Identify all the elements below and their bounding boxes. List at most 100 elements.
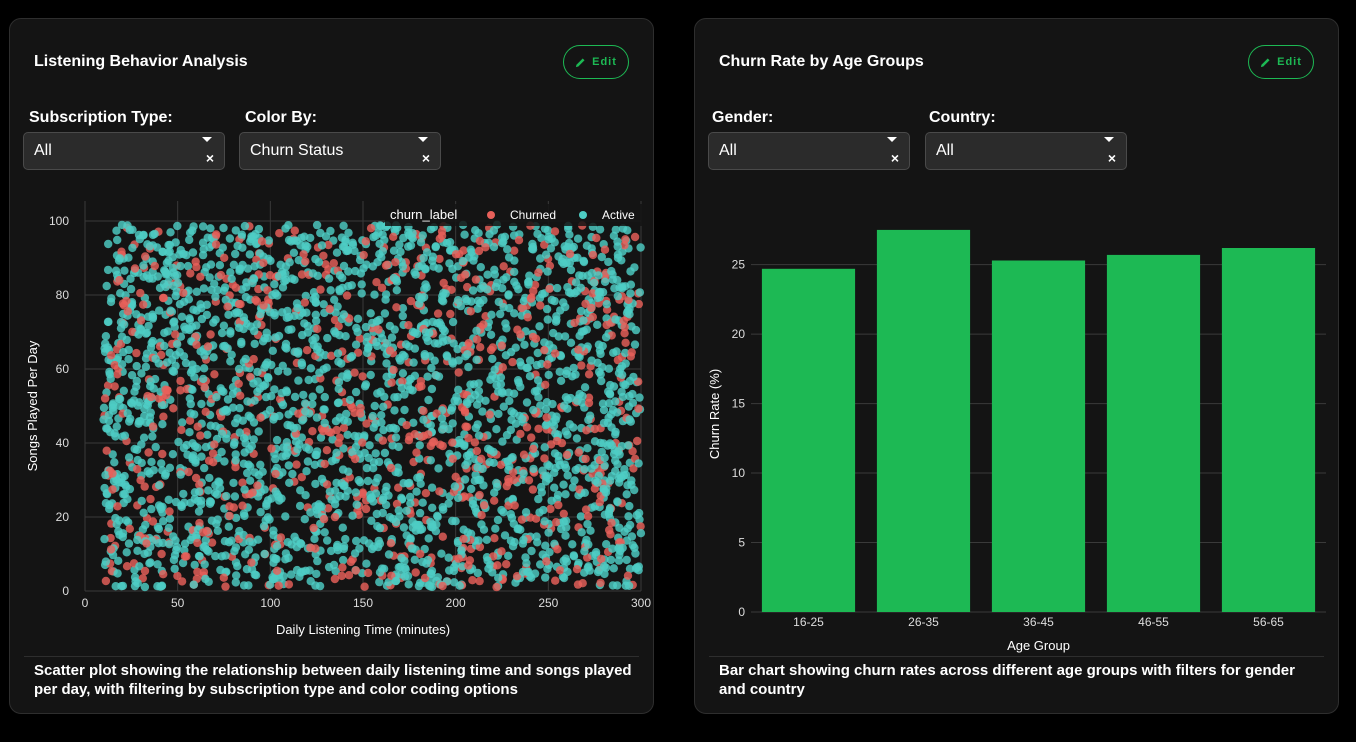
chevron-down-icon[interactable] — [202, 137, 212, 142]
churned-point — [193, 538, 202, 548]
churned-point — [161, 385, 170, 394]
active-point — [367, 516, 376, 525]
active-point — [496, 309, 505, 319]
chevron-down-icon[interactable] — [887, 137, 897, 142]
churned-point — [488, 343, 497, 352]
active-point — [457, 546, 466, 555]
active-point — [306, 364, 316, 373]
active-point — [316, 433, 326, 442]
active-point — [374, 536, 383, 546]
color-by-dropdown[interactable]: Churn Status × — [239, 132, 441, 170]
churned-point — [319, 427, 328, 436]
active-point — [173, 278, 183, 288]
churned-point — [207, 538, 217, 547]
active-point — [289, 424, 298, 433]
active-point — [332, 448, 341, 457]
churned-point — [426, 441, 435, 451]
churned-point — [148, 517, 158, 526]
active-point — [317, 474, 327, 484]
active-point — [290, 392, 300, 402]
active-point — [425, 328, 434, 338]
active-point — [455, 581, 464, 590]
active-point — [215, 261, 225, 270]
active-point — [135, 398, 144, 407]
active-point — [249, 435, 258, 444]
active-point — [537, 482, 546, 492]
clear-icon[interactable]: × — [890, 150, 899, 166]
active-point — [162, 258, 172, 268]
subscription-type-label: Subscription Type: — [29, 109, 173, 126]
active-point — [325, 487, 335, 496]
chevron-down-icon[interactable] — [418, 137, 428, 142]
clear-icon[interactable]: × — [421, 150, 430, 166]
active-point — [228, 403, 238, 412]
churned-point — [102, 446, 111, 455]
active-point — [519, 296, 529, 306]
active-point — [382, 359, 391, 368]
gender-dropdown[interactable]: All × — [708, 132, 910, 170]
active-point — [559, 573, 569, 583]
active-point — [235, 428, 244, 437]
active-point — [116, 317, 126, 327]
churned-point — [574, 448, 583, 457]
churned-point — [581, 299, 590, 308]
active-point — [399, 523, 409, 532]
active-point — [400, 390, 409, 399]
clear-icon[interactable]: × — [205, 150, 214, 166]
active-point — [473, 296, 483, 305]
active-point — [533, 538, 542, 547]
edit-button[interactable]: Edit — [563, 45, 629, 79]
y-tick-label: 5 — [738, 536, 745, 550]
active-point — [587, 464, 596, 473]
churned-point — [321, 260, 330, 269]
churned-point — [122, 562, 132, 571]
churned-point — [360, 582, 369, 591]
chevron-down-icon[interactable] — [1104, 137, 1114, 142]
active-point — [545, 548, 554, 557]
pencil-icon — [576, 57, 585, 67]
active-point — [235, 403, 244, 413]
active-point — [522, 398, 532, 407]
active-point — [142, 418, 151, 427]
active-point — [419, 415, 428, 424]
active-point — [562, 369, 571, 379]
active-point — [396, 356, 405, 365]
active-point — [392, 286, 401, 295]
clear-icon[interactable]: × — [1107, 150, 1116, 166]
active-point — [344, 370, 353, 380]
country-dropdown[interactable]: All × — [925, 132, 1127, 170]
active-point — [604, 387, 613, 396]
active-point — [308, 399, 317, 409]
active-point — [199, 364, 209, 373]
churned-point — [195, 480, 204, 489]
active-point — [468, 496, 477, 505]
active-point — [353, 314, 363, 323]
active-point — [250, 326, 259, 336]
active-point — [408, 229, 417, 238]
active-point — [370, 290, 379, 299]
active-point — [410, 555, 419, 564]
churned-point — [186, 269, 195, 278]
active-point — [561, 531, 570, 540]
active-point — [209, 318, 218, 327]
churned-point — [551, 518, 561, 527]
edit-button[interactable]: Edit — [1248, 45, 1314, 79]
active-point — [260, 485, 269, 494]
churned-point — [502, 481, 511, 491]
active-point — [284, 221, 293, 230]
churned-point — [517, 515, 527, 524]
active-point — [231, 578, 240, 587]
active-point — [397, 493, 406, 502]
active-point — [498, 239, 507, 248]
active-point — [308, 269, 318, 278]
subscription-type-dropdown[interactable]: All × — [23, 132, 225, 170]
active-point — [240, 485, 249, 494]
active-point — [454, 385, 463, 394]
active-point — [573, 234, 583, 243]
active-point — [290, 532, 299, 541]
active-point — [277, 494, 286, 503]
churned-point — [439, 278, 448, 288]
active-point — [507, 407, 516, 416]
active-point — [339, 555, 348, 565]
active-point — [101, 557, 111, 566]
